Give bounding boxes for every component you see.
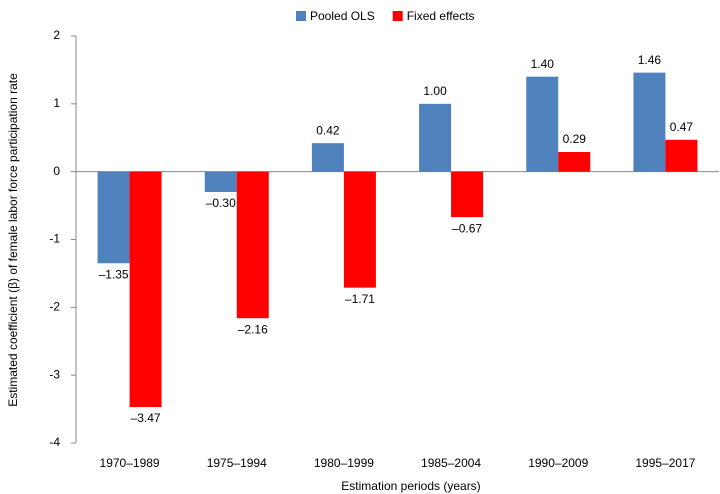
x-tick-label: 1990–2009 — [528, 456, 588, 470]
data-label: –2.16 — [238, 322, 268, 336]
bar — [204, 171, 237, 193]
legend-swatch — [392, 11, 403, 21]
legend-label: Pooled OLS — [310, 9, 375, 23]
bar — [665, 139, 698, 172]
x-tick-label: 1970–1989 — [100, 456, 160, 470]
bar — [236, 171, 269, 319]
data-label: 1.46 — [638, 53, 662, 67]
legend-label: Fixed effects — [407, 9, 475, 23]
x-tick-label: 1995–2017 — [635, 456, 695, 470]
y-tick-label: -1 — [49, 232, 60, 246]
bar — [633, 72, 666, 172]
data-label: 1.40 — [531, 57, 555, 71]
data-label: 0.47 — [670, 120, 694, 134]
bar — [526, 76, 559, 172]
x-tick-label: 1975–1994 — [207, 456, 267, 470]
bar — [311, 143, 344, 172]
y-tick-label: -3 — [49, 367, 60, 381]
legend-swatch — [296, 11, 306, 21]
y-tick-label: 1 — [53, 96, 60, 110]
y-tick-label: 2 — [53, 28, 60, 42]
data-label: 0.42 — [316, 123, 340, 137]
x-axis-title: Estimation periods (years) — [341, 479, 480, 493]
data-label: –0.30 — [206, 196, 236, 210]
bar — [451, 171, 484, 218]
data-label: –0.67 — [452, 221, 482, 235]
y-axis-title: Estimated coefficient (β) of female labo… — [6, 73, 20, 407]
x-tick-label: 1985–2004 — [421, 456, 481, 470]
y-tick-label: 0 — [53, 164, 60, 178]
data-label: –3.47 — [131, 411, 161, 425]
bar — [129, 171, 162, 408]
y-tick-label: -4 — [49, 435, 60, 449]
bar — [419, 103, 452, 172]
bar — [558, 151, 591, 172]
y-tick-label: -2 — [49, 300, 60, 314]
data-label: –1.71 — [345, 292, 375, 306]
bar — [343, 171, 376, 288]
bar — [97, 171, 130, 264]
data-label: 1.00 — [423, 84, 447, 98]
data-label: 0.29 — [563, 132, 587, 146]
x-tick-label: 1980–1999 — [314, 456, 374, 470]
data-label: –1.35 — [99, 267, 129, 281]
